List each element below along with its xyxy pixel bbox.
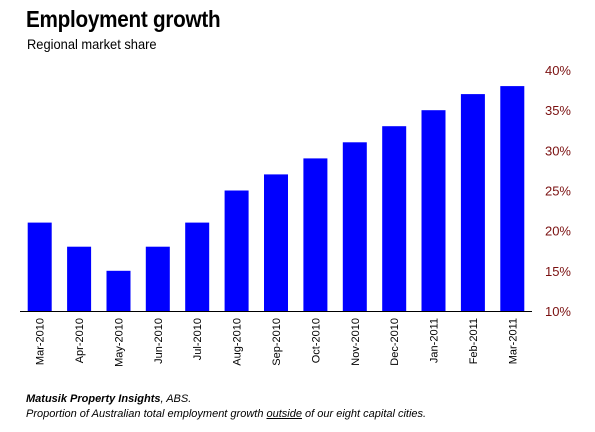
note-underlined: outside bbox=[266, 408, 302, 420]
x-axis-labels: Mar-2010 Apr-2010 May-2010 Jun-2010 Jul-2010… bbox=[35, 318, 520, 367]
bar-jan-2011 bbox=[421, 110, 446, 311]
bar-may-2010 bbox=[106, 270, 131, 311]
source-rest: , ABS. bbox=[160, 393, 192, 405]
bar-jun-2010 bbox=[145, 246, 170, 311]
chart-subtitle: Regional market share bbox=[27, 36, 157, 52]
y-axis-ticks: 10% 15% 20% 25% 30% 35% 40% bbox=[545, 63, 571, 319]
bar-dec-2010 bbox=[382, 126, 407, 311]
x-tick-label: Dec-2010 bbox=[389, 318, 401, 366]
x-tick-label: Aug-2010 bbox=[232, 318, 244, 366]
y-tick-label: 15% bbox=[545, 264, 571, 279]
x-tick-label: Jun-2010 bbox=[153, 318, 165, 364]
x-tick-label: Mar-2011 bbox=[507, 318, 519, 364]
bar-mar-2011 bbox=[500, 86, 525, 311]
source-name: Matusik Property Insights bbox=[26, 393, 161, 405]
x-tick-label: Jul-2010 bbox=[192, 318, 204, 360]
bar-sep-2010 bbox=[264, 174, 288, 311]
x-tick-label: Mar-2010 bbox=[35, 318, 47, 365]
bar-feb-2011 bbox=[460, 94, 485, 311]
x-tick-label: May-2010 bbox=[113, 318, 125, 367]
bar-mar-2010 bbox=[27, 222, 52, 311]
bar-oct-2010 bbox=[303, 158, 328, 311]
bars-group bbox=[27, 86, 525, 311]
y-tick-label: 40% bbox=[545, 63, 571, 78]
bar-aug-2010 bbox=[224, 190, 249, 311]
y-tick-label: 30% bbox=[545, 143, 571, 158]
x-tick-label: Oct-2010 bbox=[310, 318, 322, 363]
y-tick-label: 10% bbox=[545, 304, 571, 319]
bar-nov-2010 bbox=[342, 142, 367, 311]
source-line: Matusik Property Insights, ABS. bbox=[26, 392, 426, 407]
chart-title: Employment growth bbox=[26, 6, 221, 32]
note-after: of our eight capital cities. bbox=[301, 408, 427, 420]
x-tick-label: Nov-2010 bbox=[350, 318, 362, 366]
chart-footer: Matusik Property Insights, ABS. Proporti… bbox=[26, 392, 426, 422]
x-tick-label: Apr-2010 bbox=[74, 318, 86, 363]
note-line: Proportion of Australian total employmen… bbox=[26, 407, 426, 422]
x-tick-label: Feb-2011 bbox=[468, 318, 480, 364]
bar-jul-2010 bbox=[185, 222, 210, 311]
y-tick-label: 25% bbox=[545, 184, 571, 199]
x-tick-label: Sep-2010 bbox=[271, 318, 283, 366]
x-tick-label: Jan-2011 bbox=[429, 318, 441, 363]
y-tick-label: 20% bbox=[545, 224, 571, 239]
note-before: Proportion of Australian total employmen… bbox=[26, 408, 267, 420]
bar-apr-2010 bbox=[67, 246, 92, 311]
y-tick-label: 35% bbox=[545, 103, 571, 118]
